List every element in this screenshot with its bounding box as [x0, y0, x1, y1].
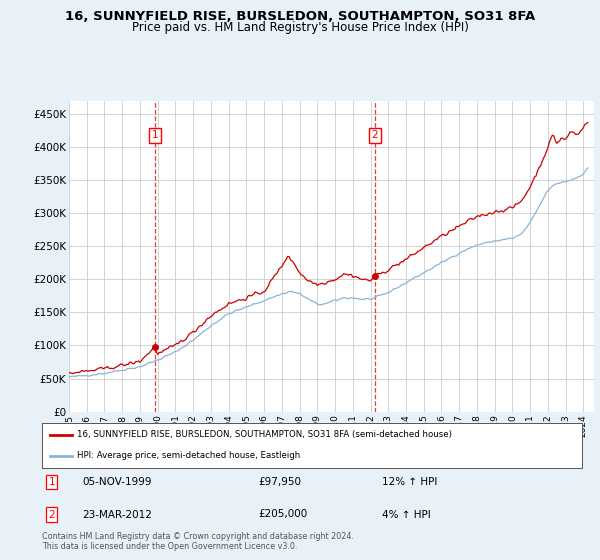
- Text: 2: 2: [371, 130, 378, 140]
- Text: £97,950: £97,950: [258, 477, 301, 487]
- Text: Price paid vs. HM Land Registry's House Price Index (HPI): Price paid vs. HM Land Registry's House …: [131, 21, 469, 34]
- Text: Contains HM Land Registry data © Crown copyright and database right 2024.
This d: Contains HM Land Registry data © Crown c…: [42, 532, 354, 552]
- Text: 1: 1: [152, 130, 158, 140]
- Text: 23-MAR-2012: 23-MAR-2012: [83, 510, 152, 520]
- Text: 4% ↑ HPI: 4% ↑ HPI: [382, 510, 431, 520]
- Text: 05-NOV-1999: 05-NOV-1999: [83, 477, 152, 487]
- Text: 16, SUNNYFIELD RISE, BURSLEDON, SOUTHAMPTON, SO31 8FA (semi-detached house): 16, SUNNYFIELD RISE, BURSLEDON, SOUTHAMP…: [77, 431, 452, 440]
- Text: 1: 1: [49, 477, 55, 487]
- Text: 12% ↑ HPI: 12% ↑ HPI: [382, 477, 437, 487]
- Text: 16, SUNNYFIELD RISE, BURSLEDON, SOUTHAMPTON, SO31 8FA: 16, SUNNYFIELD RISE, BURSLEDON, SOUTHAMP…: [65, 10, 535, 23]
- Text: HPI: Average price, semi-detached house, Eastleigh: HPI: Average price, semi-detached house,…: [77, 451, 301, 460]
- Text: £205,000: £205,000: [258, 510, 307, 520]
- Text: 2: 2: [49, 510, 55, 520]
